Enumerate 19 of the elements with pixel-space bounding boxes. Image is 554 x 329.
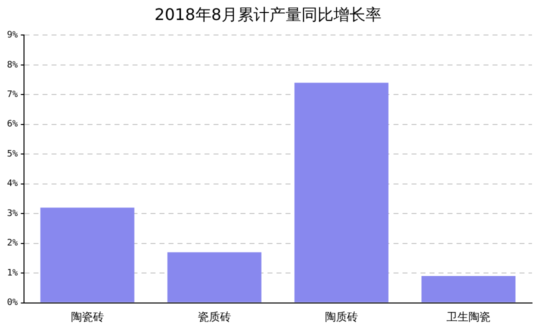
- y-tick-label: 1%: [6, 268, 18, 278]
- x-tick-label: 瓷质砖: [198, 310, 231, 324]
- y-tick-label: 9%: [6, 30, 18, 41]
- bar: [167, 252, 262, 302]
- bar: [421, 276, 516, 302]
- y-tick-label: 0%: [6, 298, 18, 308]
- y-tick-label: 5%: [6, 149, 18, 160]
- y-tick-label: 8%: [6, 60, 18, 70]
- y-tick-label: 4%: [6, 179, 18, 190]
- x-tick-label: 陶质砖: [324, 310, 358, 324]
- y-tick-label: 6%: [6, 120, 18, 130]
- bar: [294, 82, 388, 302]
- chart-title: 2018年8月累计产量同比增长率: [154, 4, 382, 24]
- y-tick-label: 3%: [6, 208, 18, 219]
- x-tick-label: 卫生陶瓷: [446, 310, 490, 324]
- y-tick-label: 7%: [6, 90, 18, 100]
- y-tick-label: 2%: [6, 238, 18, 249]
- x-tick-label: 陶瓷砖: [70, 310, 104, 324]
- bar: [40, 208, 134, 302]
